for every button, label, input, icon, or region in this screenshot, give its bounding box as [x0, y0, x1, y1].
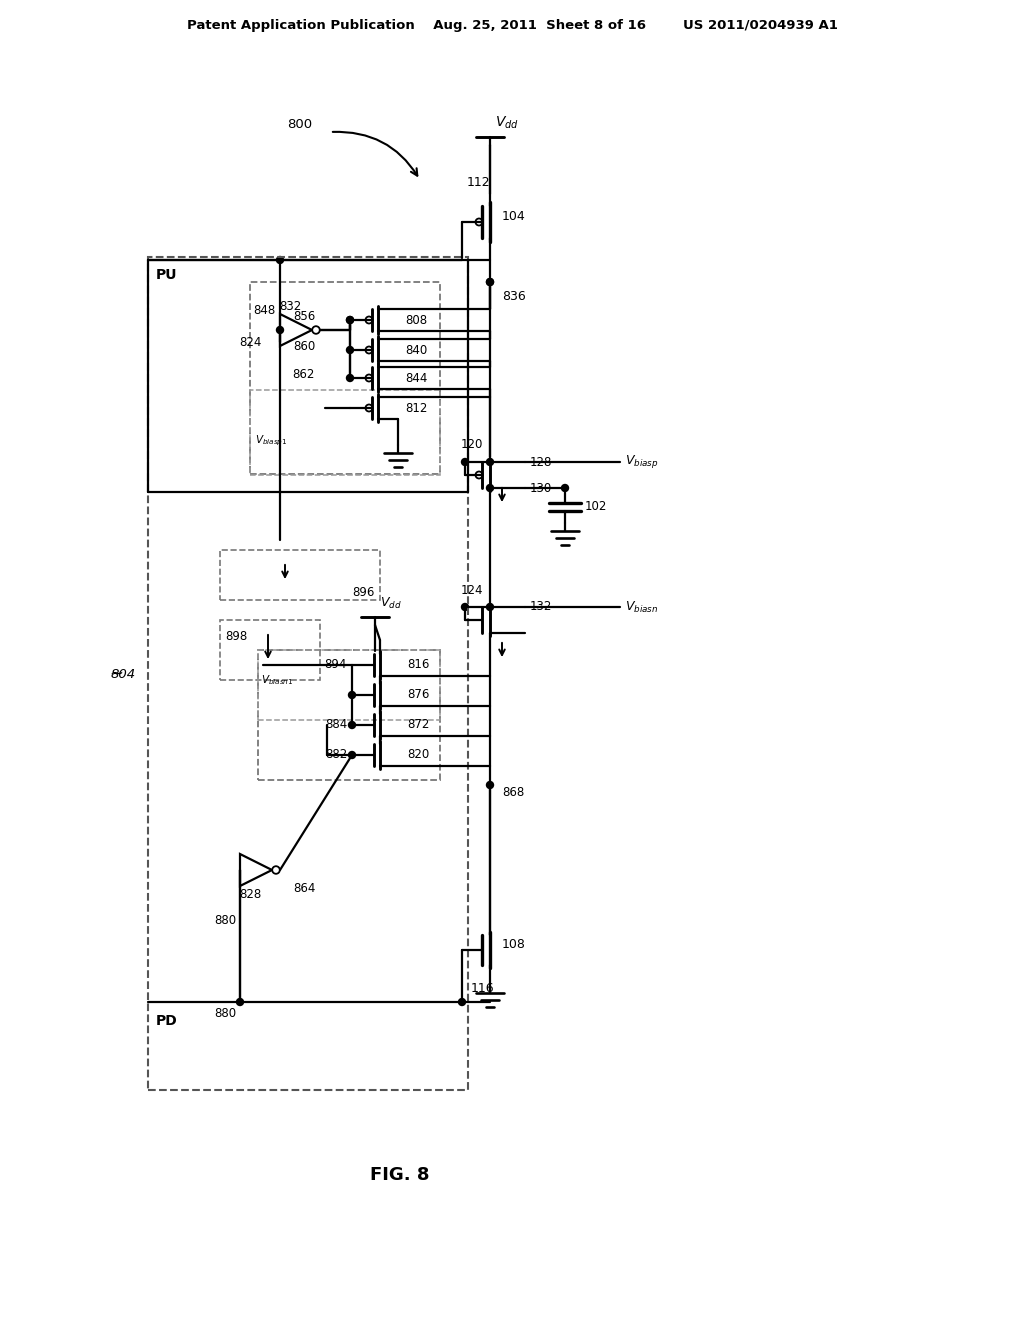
- Text: $V_{dd}$: $V_{dd}$: [495, 115, 519, 131]
- Circle shape: [486, 458, 494, 466]
- Circle shape: [486, 279, 494, 285]
- Circle shape: [561, 484, 568, 491]
- Text: 872: 872: [407, 718, 429, 731]
- Bar: [258, 649, 440, 719]
- Text: 816: 816: [407, 659, 429, 672]
- Text: 856: 856: [293, 310, 315, 323]
- Bar: [220, 620, 319, 680]
- Circle shape: [348, 751, 355, 759]
- Text: 124: 124: [461, 583, 483, 597]
- Text: 898: 898: [225, 630, 247, 643]
- Text: 894: 894: [325, 659, 347, 672]
- Circle shape: [486, 781, 494, 788]
- Circle shape: [459, 998, 466, 1006]
- Bar: [148, 257, 468, 1090]
- Bar: [220, 550, 380, 601]
- Circle shape: [486, 279, 494, 285]
- Text: Patent Application Publication    Aug. 25, 2011  Sheet 8 of 16        US 2011/02: Patent Application Publication Aug. 25, …: [186, 18, 838, 32]
- Circle shape: [462, 603, 469, 610]
- Text: $V_{biasn1}$: $V_{biasn1}$: [261, 673, 294, 686]
- Text: 102: 102: [585, 500, 607, 513]
- Circle shape: [462, 458, 469, 466]
- Circle shape: [237, 998, 244, 1006]
- Text: 868: 868: [502, 787, 524, 800]
- Text: 880: 880: [214, 913, 236, 927]
- Text: ~: ~: [109, 665, 123, 682]
- Circle shape: [346, 346, 353, 354]
- Text: 862: 862: [293, 368, 315, 381]
- Text: 128: 128: [530, 455, 552, 469]
- Text: 116: 116: [470, 982, 494, 994]
- Text: 832: 832: [279, 300, 301, 313]
- Bar: [250, 389, 440, 475]
- Text: 808: 808: [406, 314, 427, 326]
- Text: 864: 864: [293, 882, 315, 895]
- Text: 112: 112: [466, 176, 489, 189]
- Text: $V_{biasp}$: $V_{biasp}$: [625, 454, 658, 470]
- Text: $V_{dd}$: $V_{dd}$: [380, 595, 401, 611]
- Circle shape: [348, 722, 355, 729]
- Circle shape: [346, 317, 353, 323]
- Text: 130: 130: [530, 482, 552, 495]
- Text: PU: PU: [156, 268, 177, 282]
- Text: 108: 108: [502, 939, 526, 952]
- Bar: [258, 649, 440, 780]
- Text: 820: 820: [407, 748, 429, 762]
- Text: 860: 860: [293, 341, 315, 354]
- Circle shape: [276, 256, 284, 264]
- Circle shape: [346, 317, 353, 323]
- Text: 132: 132: [530, 601, 552, 614]
- Circle shape: [348, 692, 355, 698]
- Circle shape: [486, 484, 494, 491]
- Text: $V_{biasp1}$: $V_{biasp1}$: [255, 434, 288, 449]
- Text: 840: 840: [406, 343, 427, 356]
- Circle shape: [486, 603, 494, 610]
- Text: FIG. 8: FIG. 8: [371, 1166, 430, 1184]
- Text: 876: 876: [407, 689, 429, 701]
- FancyArrowPatch shape: [333, 132, 418, 176]
- Text: 828: 828: [239, 888, 261, 902]
- Text: 880: 880: [214, 1007, 236, 1020]
- Text: PD: PD: [156, 1014, 178, 1028]
- Circle shape: [346, 375, 353, 381]
- Text: 104: 104: [502, 210, 525, 223]
- Text: 896: 896: [352, 586, 375, 598]
- Text: 884: 884: [325, 718, 347, 731]
- Circle shape: [276, 326, 284, 334]
- Text: 812: 812: [406, 401, 427, 414]
- Text: 836: 836: [502, 290, 525, 304]
- Text: 848: 848: [253, 304, 275, 317]
- Text: 800: 800: [288, 119, 312, 132]
- Text: $V_{biasn}$: $V_{biasn}$: [625, 599, 658, 615]
- Bar: [250, 282, 440, 474]
- Text: 120: 120: [461, 438, 483, 451]
- Text: 824: 824: [240, 335, 262, 348]
- Text: 844: 844: [406, 371, 427, 384]
- Text: 882: 882: [325, 748, 347, 762]
- Text: 804: 804: [111, 668, 136, 681]
